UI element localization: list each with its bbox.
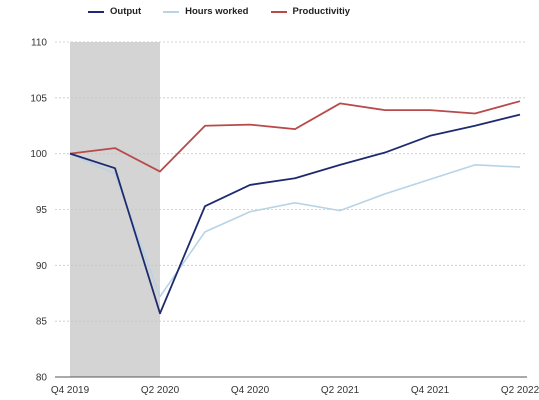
y-tick-label-100: 100 (30, 149, 47, 160)
x-tick-label-q2-2021: Q2 2021 (321, 385, 360, 396)
x-tick-label-q4-2021: Q4 2021 (411, 385, 450, 396)
y-tick-label-110: 110 (31, 38, 47, 49)
x-tick-label-q4-2020: Q4 2020 (231, 385, 270, 396)
x-tick-label-q2-2020: Q2 2020 (141, 385, 180, 396)
legend-swatch-productivity (270, 10, 287, 13)
y-tick-label-85: 85 (36, 317, 48, 328)
legend-item-hours-worked: Hours worked (163, 6, 249, 17)
legend-item-output: Output (88, 6, 141, 17)
y-tick-label-105: 105 (30, 93, 47, 104)
series-line-output (69, 113, 521, 315)
legend-label-output: Output (110, 6, 142, 17)
legend-swatch-hours-worked (163, 10, 180, 13)
legend-label-hours-worked: Hours worked (185, 6, 249, 17)
y-tick-label-80: 80 (36, 373, 48, 384)
series-line-productivity (69, 100, 521, 173)
legend-swatch-output (88, 10, 104, 13)
legend-item-productivity: Productivitiy (270, 6, 351, 17)
series-line-hours-worked (69, 152, 521, 298)
legend-label-productivity: Productivitiy (292, 6, 351, 17)
x-tick-label-q2-2022: Q2 2022 (501, 385, 539, 396)
chart-legend: Output Hours worked Productivitiy (88, 6, 350, 17)
y-tick-label-95: 95 (36, 205, 48, 216)
x-tick-label-q4-2019: Q4 2019 (51, 385, 90, 396)
y-tick-label-90: 90 (36, 261, 48, 272)
